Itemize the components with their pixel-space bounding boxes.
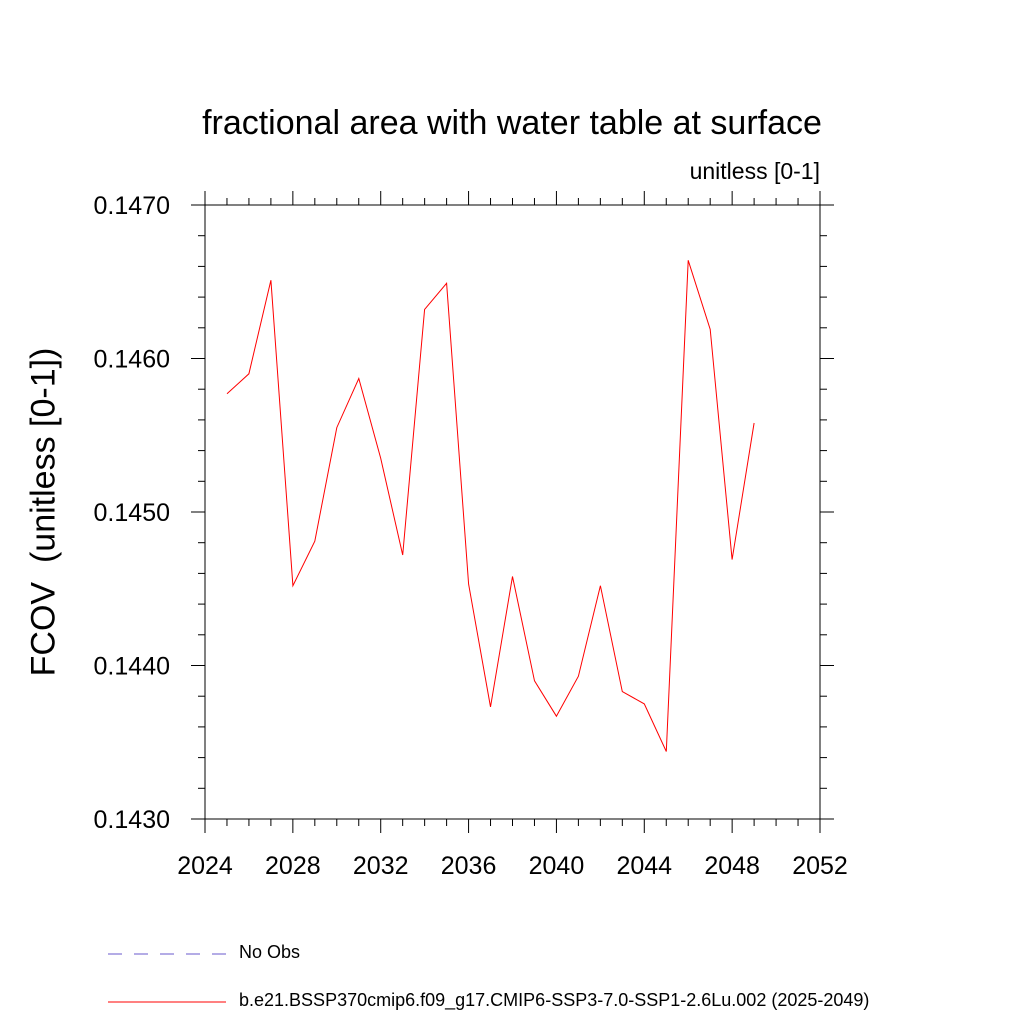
x-tick-label: 2052 [792, 852, 848, 880]
x-tick-label: 2028 [265, 852, 321, 880]
y-tick-label: 0.1470 [94, 192, 170, 220]
y-tick-label: 0.1440 [94, 653, 170, 681]
y-tick-label: 0.1430 [94, 806, 170, 834]
legend-label-model-run: b.e21.BSSP370cmip6.f09_g17.CMIP6-SSP3-7.… [239, 990, 870, 1010]
y-tick-label: 0.1460 [94, 346, 170, 374]
series-line [226, 260, 755, 752]
x-tick-label: 2024 [177, 852, 233, 880]
legend-lines [108, 953, 226, 1003]
axis-tick-labels: 2024 2028 2032 2036 2040 2044 2048 2052 0.1430 0.… [94, 192, 848, 880]
x-tick-label: 2040 [529, 852, 585, 880]
chart-subtitle-units: unitless [0-1] [689, 158, 820, 184]
x-tick-label: 2032 [353, 852, 409, 880]
axis-ticks [191, 191, 834, 833]
chart-title: fractional area with water table at surf… [202, 104, 822, 142]
x-tick-label: 2048 [704, 852, 760, 880]
y-tick-label: 0.1450 [94, 499, 170, 527]
x-tick-label: 2036 [441, 852, 497, 880]
x-tick-label: 2044 [616, 852, 672, 880]
legend-label-no-obs: No Obs [239, 942, 301, 962]
